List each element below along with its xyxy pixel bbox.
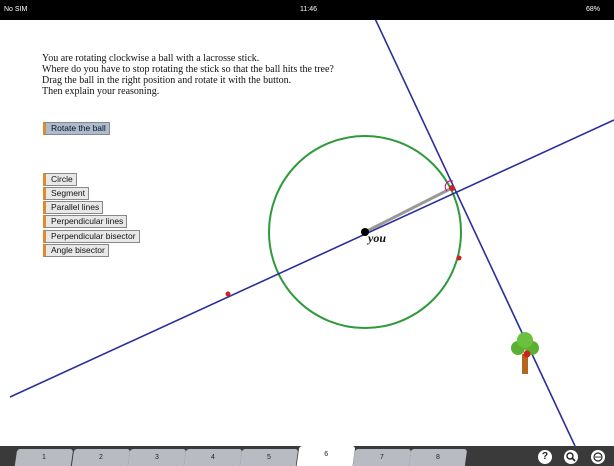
tab-label: 8 (436, 454, 440, 461)
tab[interactable]: 2 (71, 449, 131, 466)
instruction-line: Then explain your reasoning. (42, 86, 160, 97)
point[interactable] (449, 185, 455, 191)
tab-label: 3 (155, 454, 159, 461)
tool-button[interactable]: Perpendicular bisector (43, 230, 140, 243)
tab[interactable]: 5 (239, 449, 299, 466)
clock: 11:46 (300, 6, 317, 13)
tab-label: 1 (42, 454, 46, 461)
tool-button[interactable]: Circle (43, 173, 77, 186)
carrier: No SIM (4, 6, 28, 13)
tab[interactable]: 7 (352, 449, 412, 466)
point[interactable] (456, 255, 462, 261)
help-icon[interactable]: ? (538, 450, 552, 464)
point[interactable] (225, 291, 231, 297)
battery: 68% (586, 6, 601, 13)
search-icon[interactable] (564, 450, 578, 464)
tab[interactable]: 1 (14, 449, 74, 466)
instruction-line: Drag the ball in the right position and … (42, 75, 292, 86)
tab-label: 4 (211, 454, 215, 461)
tool-button[interactable]: Perpendicular lines (43, 215, 128, 228)
instructions: You are rotating clockwise a ball with a… (42, 53, 334, 97)
instruction-line: Where do you have to stop rotating the s… (42, 64, 334, 75)
line (9, 119, 614, 398)
tab-label: 5 (267, 454, 271, 461)
tab[interactable]: 3 (127, 449, 187, 466)
point[interactable] (523, 350, 531, 358)
tool-button[interactable]: Segment (43, 187, 90, 200)
point-label: you (366, 231, 386, 245)
stick[interactable] (364, 186, 453, 234)
instruction-line: You are rotating clockwise a ball with a… (42, 53, 260, 64)
tab-label: 2 (99, 454, 103, 461)
angle-mark (444, 180, 454, 192)
tab[interactable]: 8 (408, 449, 468, 466)
circle (268, 135, 462, 329)
line (374, 20, 576, 446)
tool-button[interactable]: Parallel lines (43, 201, 104, 214)
tab-bar: 1 2 3 4 5 6 7 8 (0, 446, 614, 466)
tab[interactable]: 4 (183, 449, 243, 466)
status-bar: No SIM 11:46 68% (0, 0, 614, 20)
rotate-button[interactable]: Rotate the ball (43, 122, 110, 135)
tab-label: 7 (380, 454, 384, 461)
geometry-canvas: you (9, 20, 614, 446)
tree (511, 332, 539, 374)
ball[interactable] (361, 228, 369, 236)
tab-selected[interactable]: 6 (296, 446, 356, 466)
chat-icon[interactable] (591, 450, 605, 464)
tab-label: 6 (324, 451, 329, 458)
tool-button[interactable]: Angle bisector (43, 244, 109, 257)
